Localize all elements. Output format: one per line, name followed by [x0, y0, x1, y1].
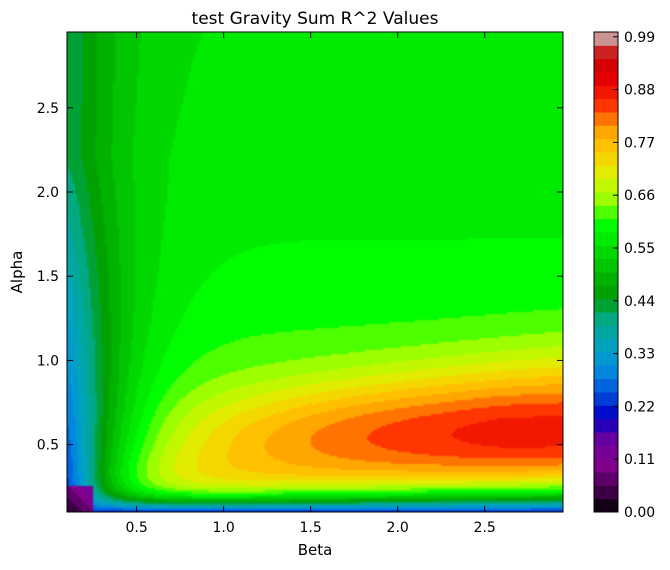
colorbar-band: [594, 365, 618, 380]
colorbar-tick-label: 0.88: [624, 83, 655, 99]
x-tick-label: 1.0: [212, 520, 234, 536]
plot-frame: [66, 31, 564, 513]
colorbar-band: [594, 245, 618, 260]
colorbar-band: [594, 378, 618, 393]
colorbar-band: [594, 138, 618, 153]
y-tick-label: 2.0: [37, 185, 59, 201]
y-tick-label: 1.0: [37, 353, 59, 369]
colorbar-tick-label: 0.66: [624, 188, 655, 204]
colorbar-tick-label: 0.33: [624, 347, 655, 363]
colorbar-band: [594, 352, 618, 366]
colorbar-band: [594, 205, 618, 220]
heatmap-image: [67, 32, 563, 512]
colorbar-band: [594, 338, 618, 353]
y-axis-title: Alpha: [8, 251, 26, 294]
colorbar: [594, 32, 618, 513]
colorbar-band: [594, 298, 618, 313]
colorbar-band: [594, 272, 618, 286]
colorbar-band: [594, 32, 618, 46]
colorbar-band: [594, 192, 618, 206]
colorbar-band: [594, 472, 618, 486]
colorbar-tick-label: 0.55: [624, 241, 655, 257]
colorbar-band: [594, 432, 618, 446]
colorbar-band: [594, 112, 618, 126]
colorbar-band: [594, 152, 618, 166]
colorbar-tick-label: 0.99: [624, 30, 655, 46]
chart-title: test Gravity Sum R^2 Values: [192, 9, 439, 29]
colorbar-band: [594, 165, 618, 180]
colorbar-frame: [593, 31, 619, 513]
x-axis: 0.5 1.0 1.5 2.0 2.5: [125, 32, 496, 536]
colorbar-band: [594, 418, 618, 433]
x-tick-label: 1.5: [300, 520, 322, 536]
colorbar-band: [594, 458, 618, 473]
colorbar-band: [594, 45, 618, 60]
x-axis-title: Beta: [298, 541, 333, 559]
x-tick-label: 2.0: [387, 520, 409, 536]
colorbar-band: [594, 218, 618, 233]
colorbar-axis: 0.00 0.11 0.22 0.33 0.44 0.55 0.66 0.77 0.88 0.99: [613, 30, 655, 521]
colorbar-band: [594, 498, 618, 513]
colorbar-tick-label: 0.44: [624, 294, 655, 310]
colorbar-band: [594, 85, 618, 100]
colorbar-band: [594, 72, 618, 86]
colorbar-band: [594, 392, 618, 406]
colorbar-band: [594, 232, 618, 246]
colorbar-band: [594, 125, 618, 140]
colorbar-tick-label: 0.22: [624, 399, 655, 415]
y-axis: 0.5 1.0 1.5 2.0 2.5: [37, 101, 563, 454]
y-tick-label: 0.5: [37, 438, 59, 454]
colorbar-band: [594, 405, 618, 420]
colorbar-band: [594, 258, 618, 273]
colorbar-band: [594, 485, 618, 500]
colorbar-band: [594, 58, 618, 73]
colorbar-band: [594, 98, 618, 113]
y-tick-label: 2.5: [37, 101, 59, 117]
colorbar-band: [594, 178, 618, 193]
colorbar-band: [594, 445, 618, 460]
x-tick-label: 2.5: [474, 520, 496, 536]
y-tick-label: 1.5: [37, 269, 59, 285]
colorbar-band: [594, 325, 618, 340]
colorbar-tick-label: 0.77: [624, 135, 655, 151]
colorbar-tick-label: 0.00: [624, 505, 655, 521]
colorbar-band: [594, 285, 618, 300]
colorbar-band: [594, 312, 618, 326]
heatmap-plot: [67, 32, 563, 512]
x-tick-label: 0.5: [125, 520, 147, 536]
colorbar-tick-label: 0.11: [624, 452, 655, 468]
